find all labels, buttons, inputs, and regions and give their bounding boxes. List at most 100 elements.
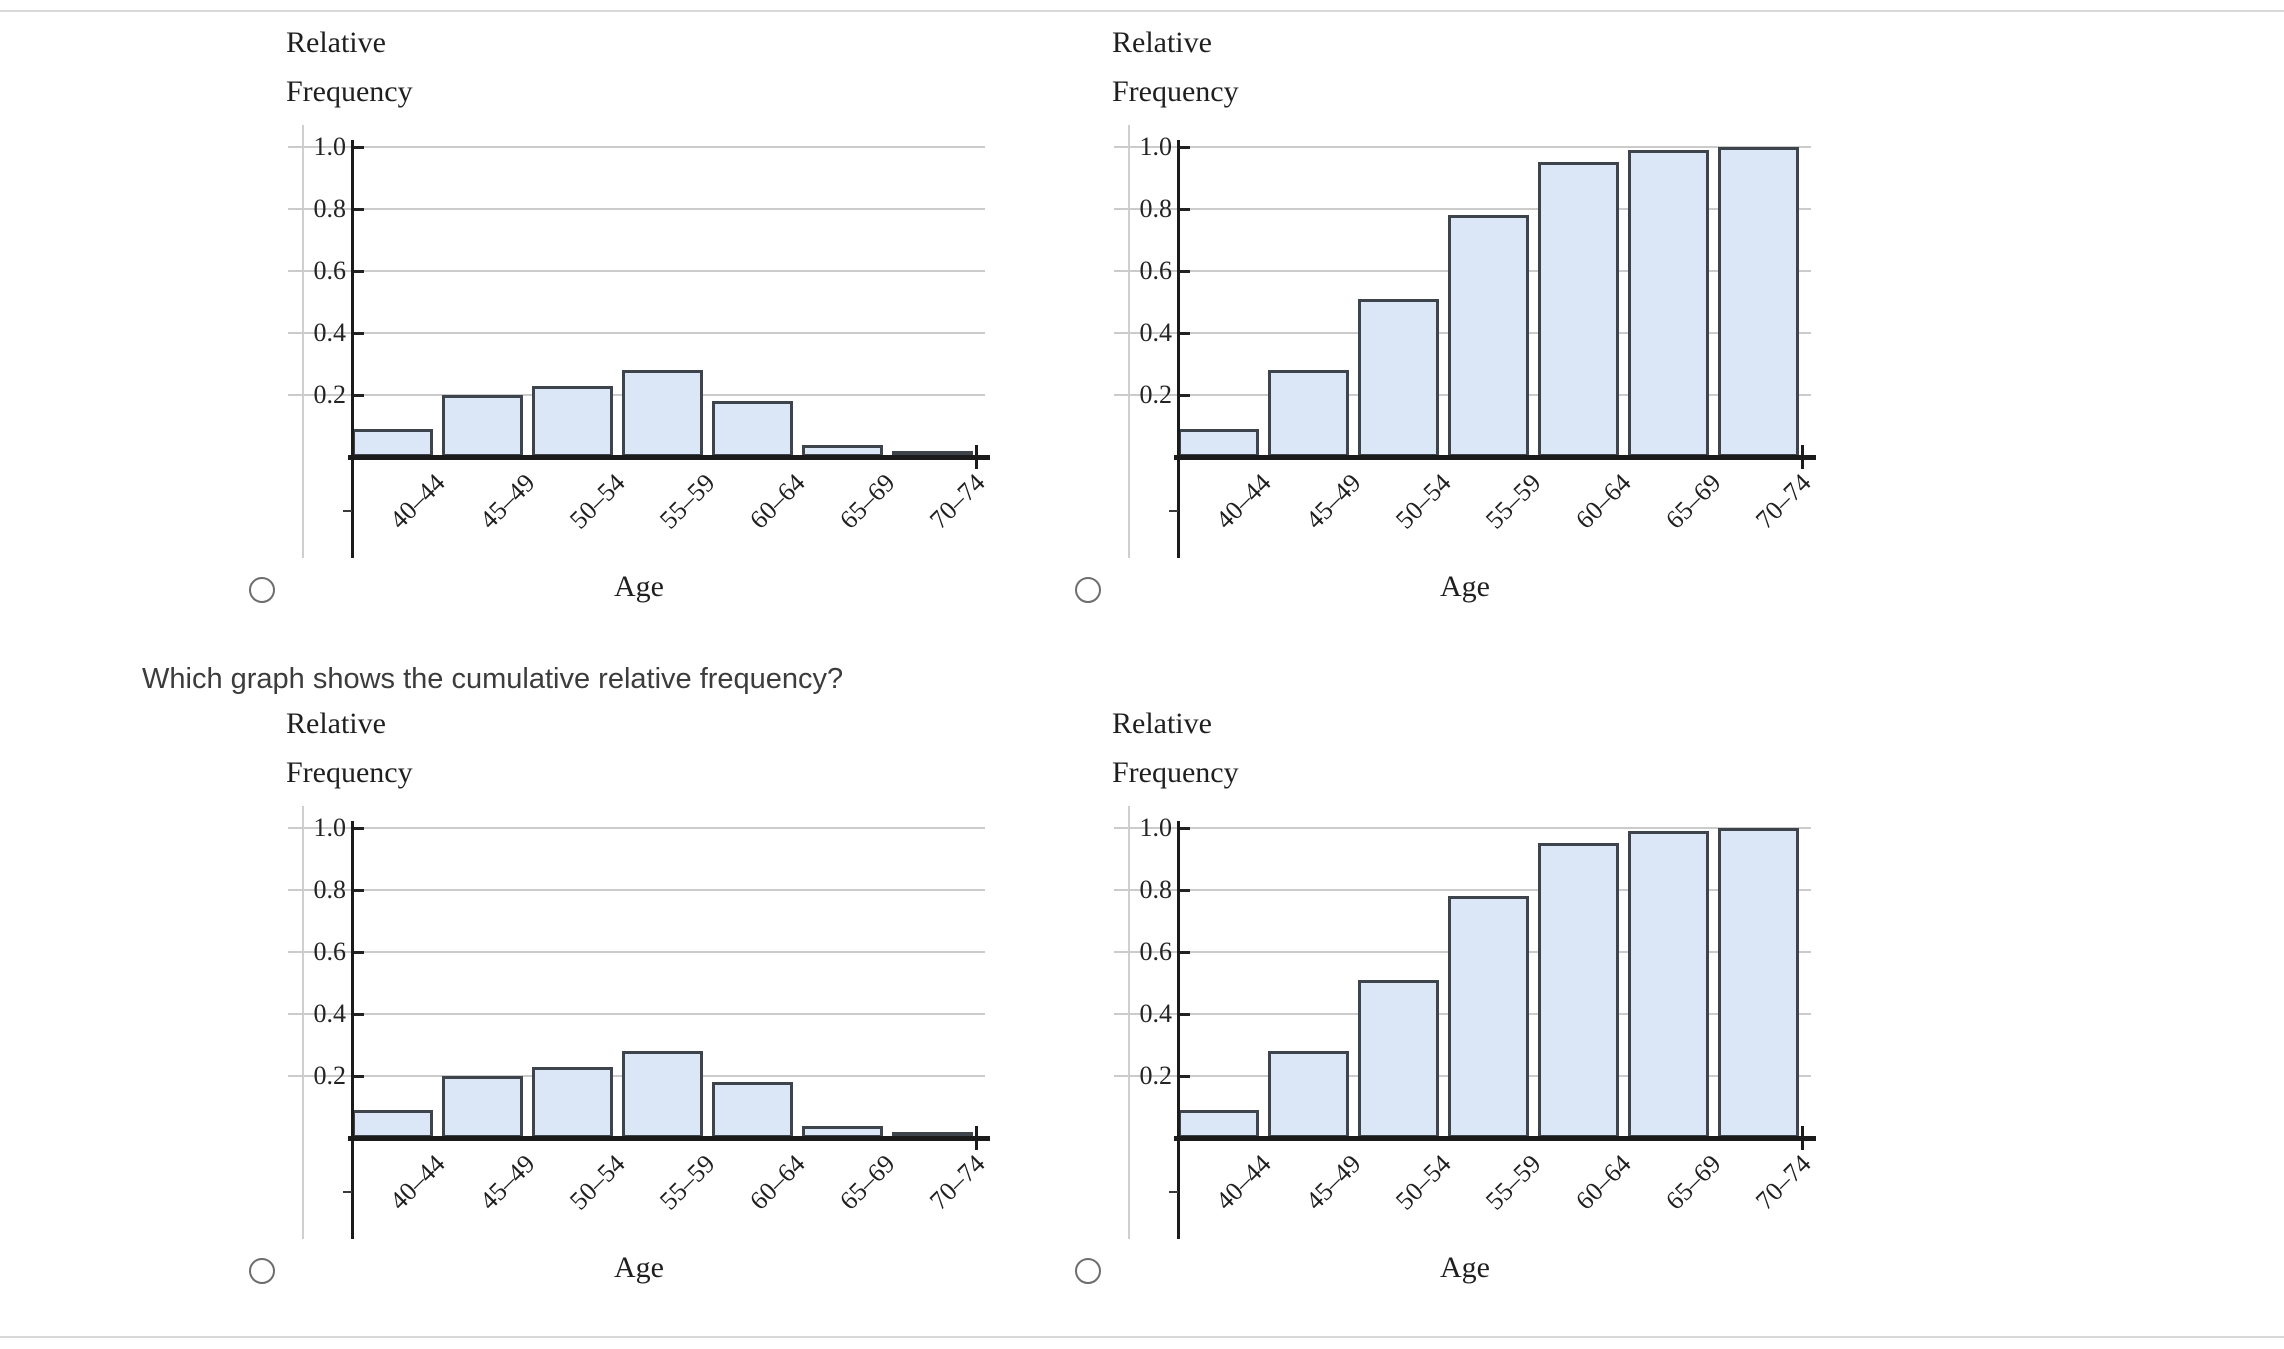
bar-70–74 [1718,828,1799,1138]
x-category-label: 50–54 [1390,1149,1457,1216]
radio-bottom-right[interactable] [1075,1258,1101,1284]
radio-top-right[interactable] [1075,577,1101,603]
bar-55–59 [622,370,703,457]
chart-option-bottom-right: 0.2 0.4 0.6 0.8 1.0 40–44 45–49 50–54 55–59 60–64… [826,681,1836,1346]
y-tick-label: 0.2 [1139,380,1173,409]
x-axis-line [348,455,990,460]
bar-40–44 [352,1110,433,1138]
x-axis-title: Age [614,570,664,603]
y-tick [351,270,364,273]
y-axis-line [1177,140,1180,558]
x-category-label: 40–44 [1210,468,1277,535]
y-axis-lower-tick [1169,1191,1178,1193]
y-tick-label: 1.0 [1139,132,1173,161]
x-axis-title: Age [614,1251,664,1284]
panel-top-border [0,10,2284,12]
y-tick-label: 0.4 [313,318,347,347]
y-tick [1177,1013,1190,1016]
gridline [1114,889,1811,891]
x-category-label: 55–59 [654,1149,721,1216]
y-tick-label: 0.6 [1139,256,1173,285]
x-category-label: 60–64 [744,1149,811,1216]
x-axis-end-tick [1801,445,1804,469]
gridline [288,270,985,272]
bar-60–64 [712,1082,793,1138]
gridline [288,208,985,210]
y-axis-guide-line [1128,806,1130,1239]
x-category-label: 70–74 [1750,1149,1817,1216]
x-category-label: 45–49 [474,468,541,535]
y-axis-lower-tick [343,1191,352,1193]
gridline [288,146,985,148]
y-axis-title: Relative Frequency [286,707,413,789]
y-tick [351,889,364,892]
y-tick [1177,1075,1190,1078]
x-category-label: 55–59 [654,468,721,535]
y-tick-label: 1.0 [313,813,347,842]
gridline [1114,208,1811,210]
gridline [288,951,985,953]
radio-top-left[interactable] [249,577,275,603]
y-tick-label: 0.4 [313,999,347,1028]
y-tick-label: 0.6 [313,256,347,285]
y-tick-label: 1.0 [1139,813,1173,842]
y-axis-line [1177,821,1180,1239]
y-tick-label: 0.8 [313,194,347,223]
y-tick [1177,394,1190,397]
y-tick [351,951,364,954]
gridline [288,1013,985,1015]
bar-60–64 [712,401,793,457]
bar-50–54 [532,1067,613,1138]
y-tick [1177,332,1190,335]
x-axis-end-tick [975,445,978,469]
y-tick-label: 0.8 [1139,194,1173,223]
radio-bottom-left[interactable] [249,1258,275,1284]
x-category-label: 60–64 [1570,468,1637,535]
x-category-label: 50–54 [564,468,631,535]
x-category-label: 40–44 [1210,1149,1277,1216]
x-axis-title: Age [1440,570,1490,603]
gridline [1114,146,1811,148]
x-category-label: 45–49 [1300,1149,1367,1216]
chart-option-top-left: 0.2 0.4 0.6 0.8 1.0 40–44 45–49 50–54 55–59 60–64… [0,0,1010,665]
x-category-label: 45–49 [1300,468,1367,535]
gridline [288,332,985,334]
y-axis-title: Relative Frequency [286,26,413,108]
bar-65–69 [1628,150,1709,457]
y-tick [351,1075,364,1078]
bar-65–69 [1628,831,1709,1138]
bar-45–49 [442,1076,523,1138]
bar-45–49 [1268,1051,1349,1138]
panel-bottom-border [0,1336,2284,1338]
x-category-label: 45–49 [474,1149,541,1216]
x-axis-line [1174,1136,1816,1141]
chart-option-bottom-left: 0.2 0.4 0.6 0.8 1.0 40–44 45–49 50–54 55–59 60–64… [0,681,1010,1346]
y-axis-guide-line [1128,125,1130,558]
bar-50–54 [1358,299,1439,457]
y-tick-label: 1.0 [313,132,347,161]
bar-55–59 [622,1051,703,1138]
x-category-label: 40–44 [384,468,451,535]
bar-60–64 [1538,162,1619,457]
bar-45–49 [442,395,523,457]
x-category-label: 65–69 [1660,1149,1727,1216]
x-category-label: 70–74 [1750,468,1817,535]
chart-option-top-right: 0.2 0.4 0.6 0.8 1.0 40–44 45–49 50–54 55–59 60–64… [826,0,1836,665]
x-axis-end-tick [1801,1126,1804,1150]
x-category-label: 55–59 [1480,1149,1547,1216]
y-tick-label: 0.8 [313,875,347,904]
bar-40–44 [1178,1110,1259,1138]
y-tick-label: 0.6 [1139,937,1173,966]
bar-45–49 [1268,370,1349,457]
bar-50–54 [1358,980,1439,1138]
y-axis-line [351,140,354,558]
y-tick [1177,270,1190,273]
bar-40–44 [1178,429,1259,457]
y-tick [1177,951,1190,954]
x-category-label: 65–69 [1660,468,1727,535]
y-tick-label: 0.8 [1139,875,1173,904]
bar-60–64 [1538,843,1619,1138]
y-axis-lower-tick [1169,510,1178,512]
y-tick-label: 0.4 [1139,999,1173,1028]
